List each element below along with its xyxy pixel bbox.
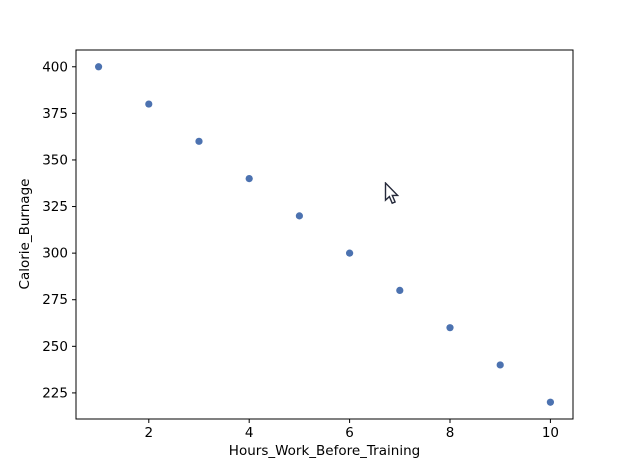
x-tick-label: 2: [144, 425, 153, 441]
y-tick-label: 375: [42, 106, 68, 122]
y-tick-label: 225: [42, 385, 68, 401]
x-tick-label: 6: [345, 425, 354, 441]
y-tick-label: 300: [42, 246, 68, 262]
data-point: [496, 361, 504, 369]
x-tick-label: 10: [542, 425, 559, 441]
data-point: [145, 100, 153, 108]
data-point: [195, 137, 203, 145]
y-axis-label: Calorie_Burnage: [17, 178, 33, 290]
data-point: [346, 249, 354, 257]
y-tick-label: 275: [42, 292, 68, 308]
data-point: [446, 324, 454, 332]
x-tick-label: 8: [446, 425, 455, 441]
plot-border: [75, 49, 574, 420]
y-tick-label: 250: [42, 339, 68, 355]
x-axis-label: Hours_Work_Before_Training: [228, 443, 421, 459]
data-point: [546, 398, 555, 406]
y-tick-label: 400: [42, 59, 68, 75]
data-point: [245, 174, 253, 183]
y-tick-label: 325: [42, 199, 68, 215]
mouse-cursor-icon: [384, 182, 400, 205]
data-point: [295, 212, 303, 220]
y-tick-label: 350: [42, 152, 68, 168]
data-point: [94, 63, 103, 71]
data-point: [396, 286, 404, 295]
x-tick-label: 4: [245, 425, 254, 441]
